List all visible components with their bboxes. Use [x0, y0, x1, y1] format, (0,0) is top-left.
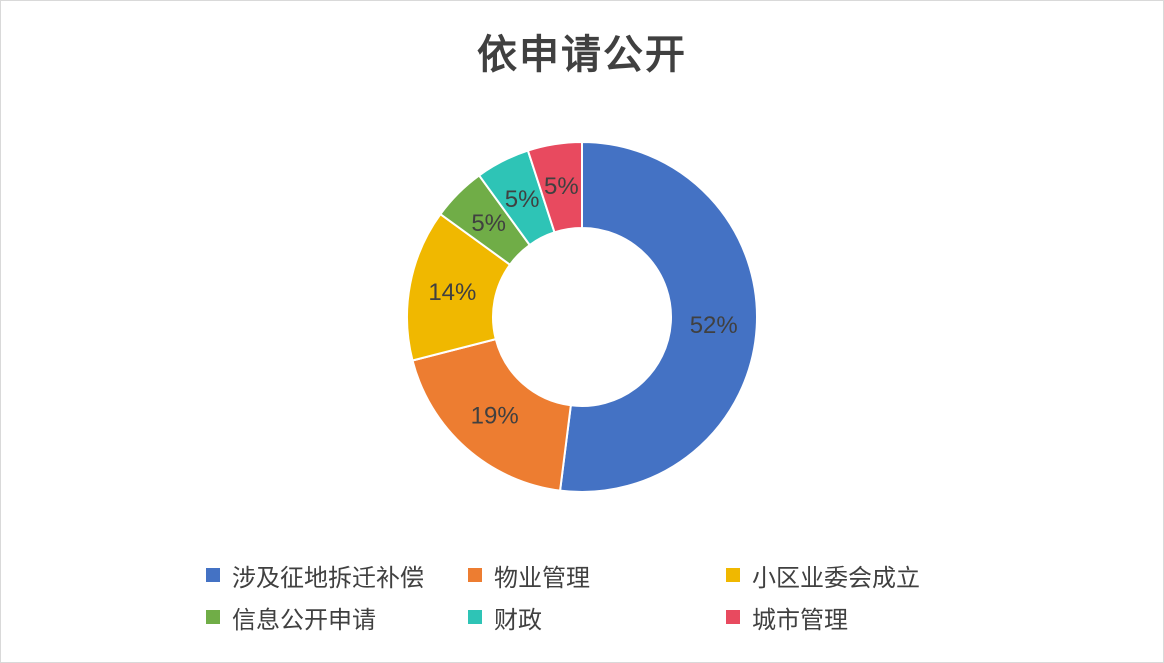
- slice-data-label-0: 52%: [690, 312, 738, 339]
- slice-data-label-4: 5%: [505, 186, 540, 213]
- donut-slice-5: [526, 140, 583, 234]
- slice-data-label-3: 5%: [471, 210, 506, 237]
- slice-data-label-5: 5%: [544, 173, 579, 200]
- donut-slice-0: [558, 140, 759, 493]
- slice-data-label-1: 19%: [471, 403, 519, 430]
- slice-data-label-2: 14%: [428, 279, 476, 306]
- chart-title: 依申请公开: [477, 32, 687, 78]
- donut-slice-1: [411, 337, 572, 492]
